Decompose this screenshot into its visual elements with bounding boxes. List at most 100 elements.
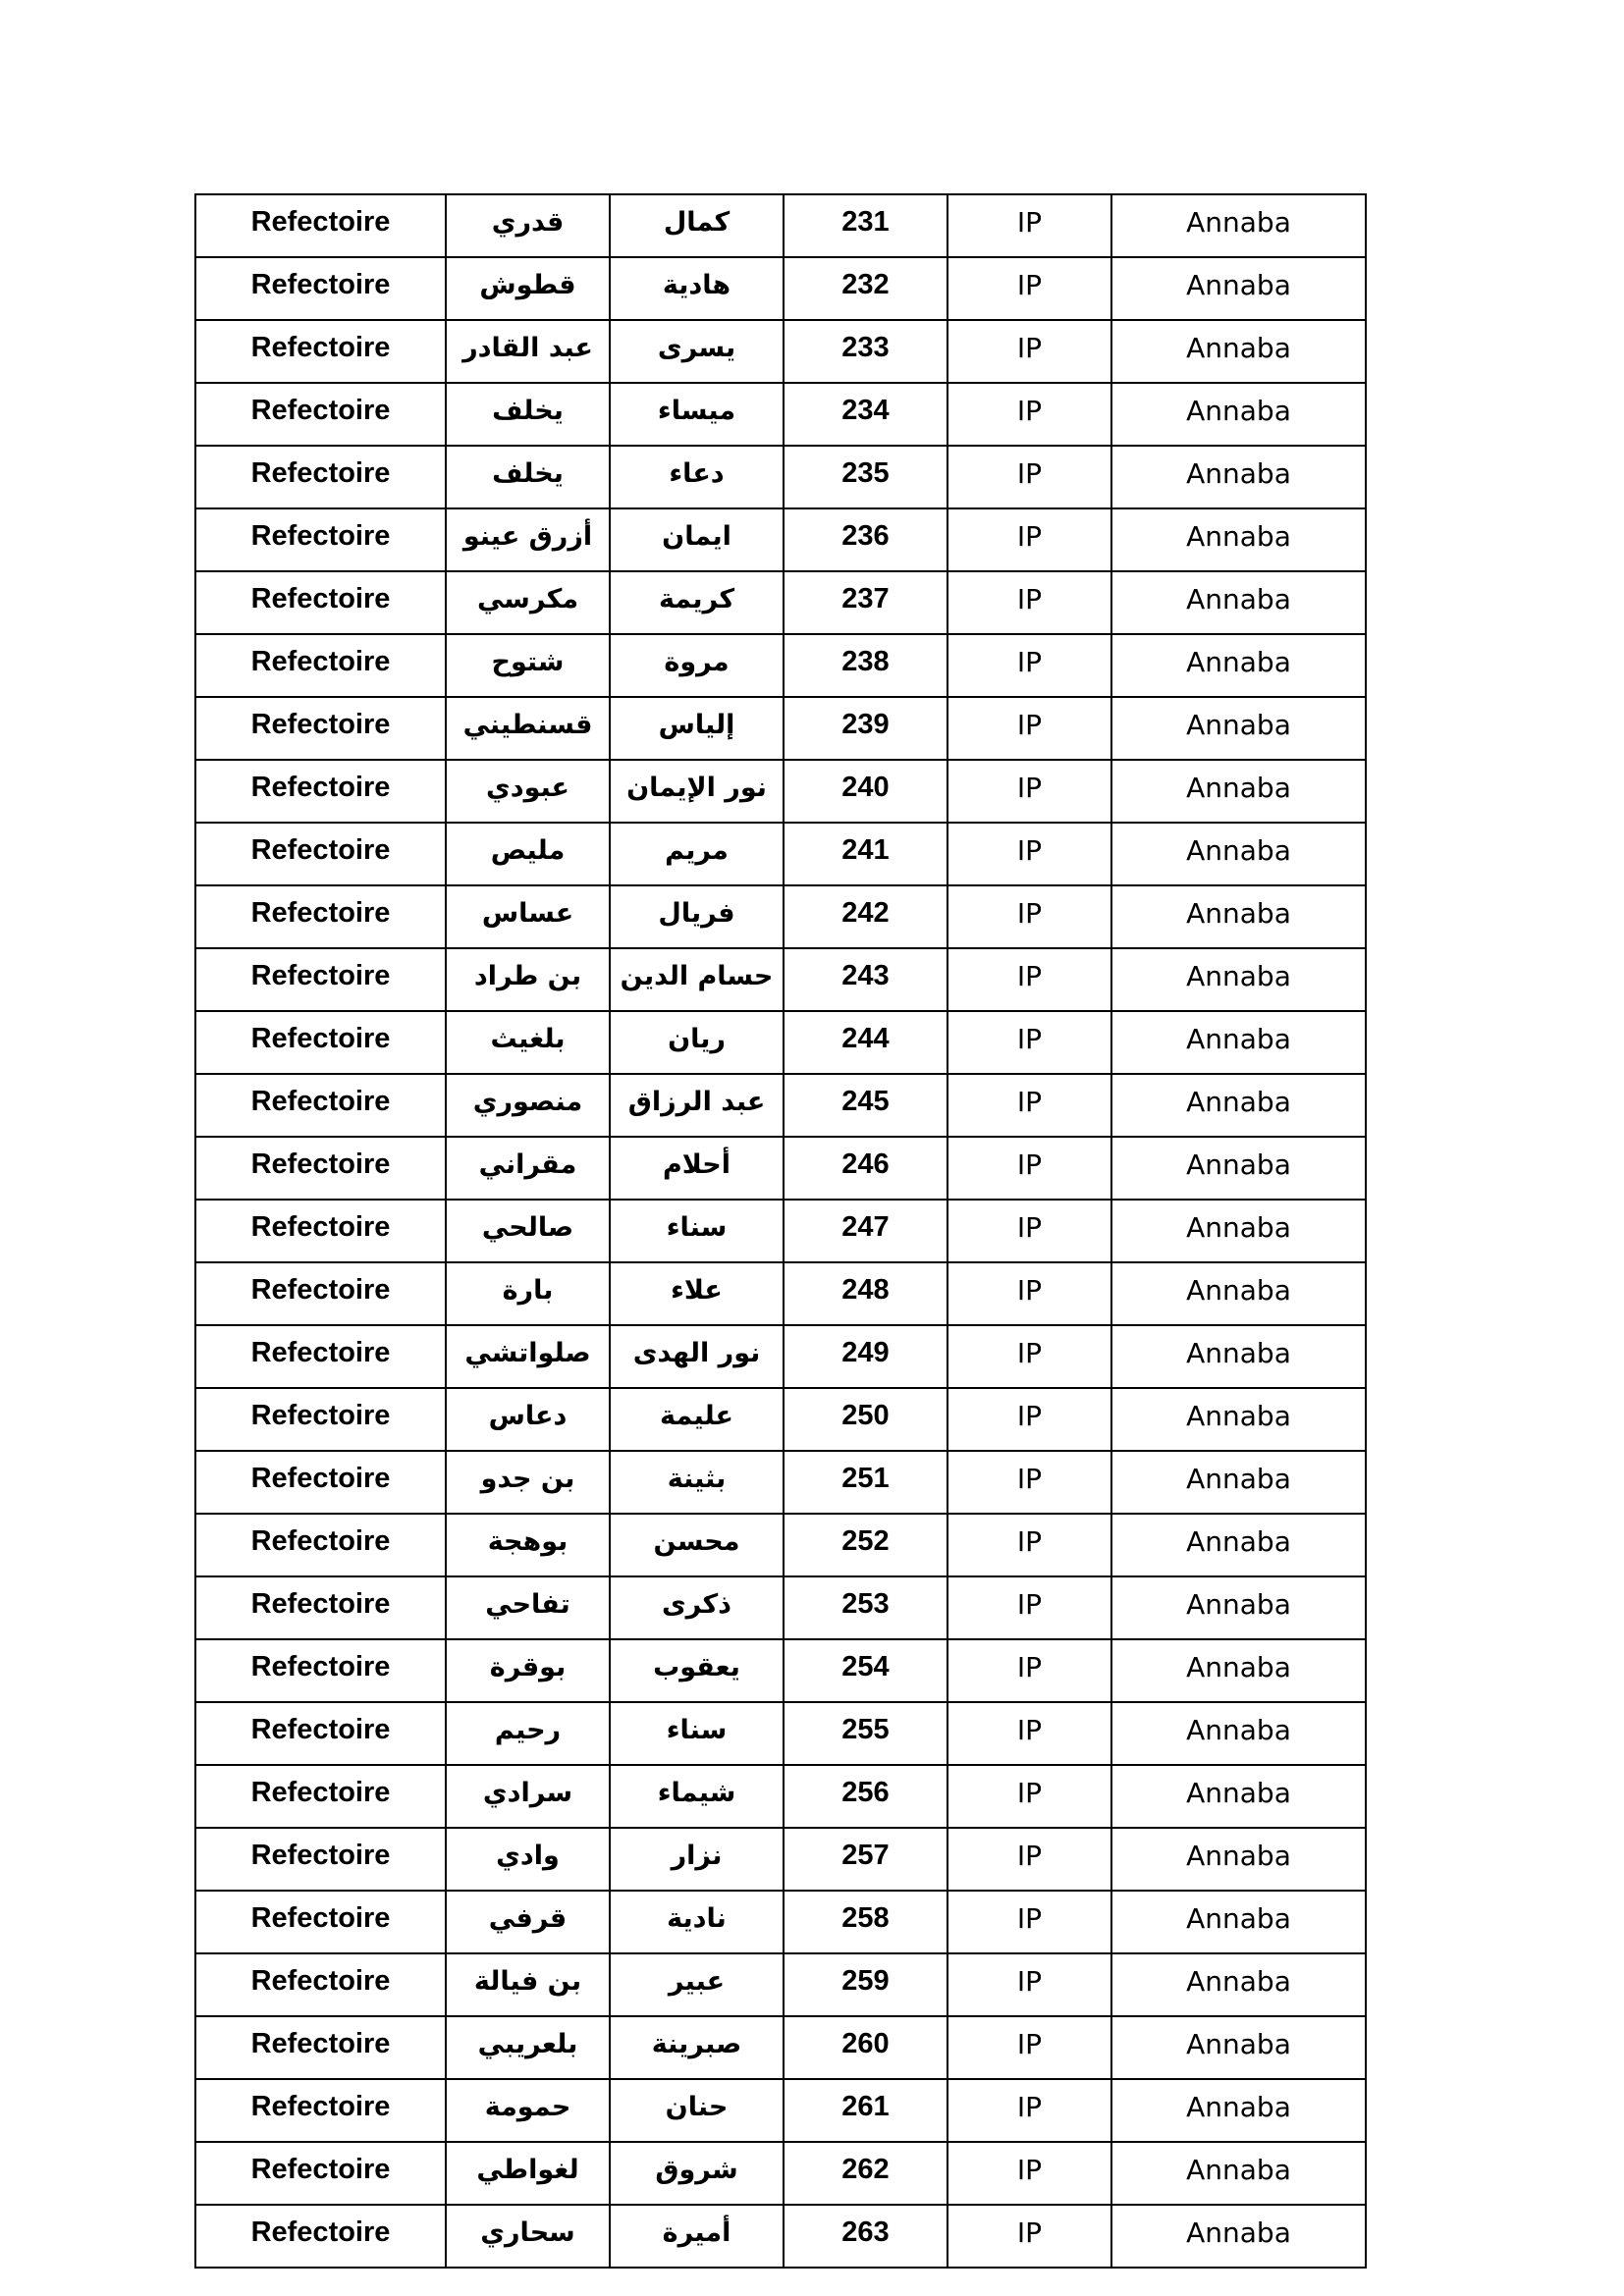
- table-cell: Annaba: [1110, 884, 1367, 949]
- table-cell: Annaba: [1110, 1513, 1367, 1577]
- table-cell: 251: [783, 1450, 948, 1515]
- table-cell: Annaba: [1110, 1010, 1367, 1075]
- table-cell: Annaba: [1110, 2078, 1367, 2143]
- table-row: Refectoire عساس فريال 242 IP Annaba: [194, 884, 1367, 949]
- table-cell: IP: [947, 1764, 1112, 1829]
- table-cell: هادية: [609, 256, 785, 321]
- table-cell: بن فيالة: [445, 1952, 611, 2017]
- table-cell: IP: [947, 633, 1112, 698]
- table-cell: يعقوب: [609, 1638, 785, 1703]
- table-cell: Refectoire: [194, 1827, 447, 1892]
- table-cell: Refectoire: [194, 1324, 447, 1389]
- table-cell: حمومة: [445, 2078, 611, 2143]
- table-cell: Annaba: [1110, 1261, 1367, 1326]
- table-cell: Annaba: [1110, 256, 1367, 321]
- table-cell: Refectoire: [194, 1638, 447, 1703]
- table-cell: 252: [783, 1513, 948, 1577]
- table-cell: 253: [783, 1575, 948, 1640]
- table-cell: بن طراد: [445, 947, 611, 1012]
- table-cell: Refectoire: [194, 884, 447, 949]
- table-cell: Refectoire: [194, 1575, 447, 1640]
- table-cell: Annaba: [1110, 1387, 1367, 1452]
- table-row: Refectoire قطوش هادية 232 IP Annaba: [194, 256, 1367, 321]
- table-cell: Annaba: [1110, 1764, 1367, 1829]
- table-cell: Annaba: [1110, 2141, 1367, 2206]
- table-row: Refectoire عبد القادر يسرى 233 IP Annaba: [194, 319, 1367, 384]
- table-cell: يخلف: [445, 445, 611, 509]
- table-cell: 231: [783, 193, 948, 258]
- table-row: Refectoire دعاس عليمة 250 IP Annaba: [194, 1387, 1367, 1452]
- table-cell: عبد الرزاق: [609, 1073, 785, 1138]
- table-row: Refectoire مليص مريم 241 IP Annaba: [194, 822, 1367, 886]
- table-cell: Annaba: [1110, 1073, 1367, 1138]
- table-cell: IP: [947, 1638, 1112, 1703]
- table-row: Refectoire بلغيث ريان 244 IP Annaba: [194, 1010, 1367, 1075]
- table-cell: IP: [947, 696, 1112, 761]
- table-cell: صبرينة: [609, 2015, 785, 2080]
- table-row: Refectoire سرادي شيماء 256 IP Annaba: [194, 1764, 1367, 1829]
- table-cell: IP: [947, 759, 1112, 824]
- table-row: Refectoire رحيم سناء 255 IP Annaba: [194, 1701, 1367, 1766]
- table-cell: IP: [947, 1199, 1112, 1263]
- table-cell: Annaba: [1110, 382, 1367, 447]
- table-cell: 259: [783, 1952, 948, 2017]
- table-cell: إلياس: [609, 696, 785, 761]
- table-cell: مقراني: [445, 1136, 611, 1201]
- table-cell: IP: [947, 256, 1112, 321]
- table-cell: سناء: [609, 1199, 785, 1263]
- table-cell: Refectoire: [194, 1199, 447, 1263]
- table-cell: Refectoire: [194, 256, 447, 321]
- table-cell: IP: [947, 382, 1112, 447]
- table-cell: منصوري: [445, 1073, 611, 1138]
- table-cell: Refectoire: [194, 193, 447, 258]
- table-cell: رحيم: [445, 1701, 611, 1766]
- table-cell: IP: [947, 1575, 1112, 1640]
- table-row: Refectoire بن طراد حسام الدين 243 IP Annaba: [194, 947, 1367, 1012]
- table-cell: قرفي: [445, 1890, 611, 1954]
- table-cell: IP: [947, 884, 1112, 949]
- table-cell: Refectoire: [194, 2078, 447, 2143]
- table-cell: Refectoire: [194, 1073, 447, 1138]
- table-cell: Annaba: [1110, 1199, 1367, 1263]
- table-cell: لغواطي: [445, 2141, 611, 2206]
- table-cell: بارة: [445, 1261, 611, 1326]
- table-row: Refectoire قسنطيني إلياس 239 IP Annaba: [194, 696, 1367, 761]
- table-cell: Annaba: [1110, 947, 1367, 1012]
- table-cell: وادي: [445, 1827, 611, 1892]
- table-cell: ذكرى: [609, 1575, 785, 1640]
- table-cell: 235: [783, 445, 948, 509]
- table-cell: Refectoire: [194, 1450, 447, 1515]
- table-cell: أحلام: [609, 1136, 785, 1201]
- table-cell: قطوش: [445, 256, 611, 321]
- table-cell: IP: [947, 2204, 1112, 2269]
- table-cell: سناء: [609, 1701, 785, 1766]
- table-cell: Annaba: [1110, 1324, 1367, 1389]
- table-cell: نزار: [609, 1827, 785, 1892]
- table-cell: 236: [783, 507, 948, 572]
- table-cell: 243: [783, 947, 948, 1012]
- table-cell: مريم: [609, 822, 785, 886]
- table-row: Refectoire بوقرة يعقوب 254 IP Annaba: [194, 1638, 1367, 1703]
- table-cell: IP: [947, 1387, 1112, 1452]
- table-cell: Refectoire: [194, 382, 447, 447]
- table-row: Refectoire حمومة حنان 261 IP Annaba: [194, 2078, 1367, 2143]
- table-row: Refectoire بن فيالة عبير 259 IP Annaba: [194, 1952, 1367, 2017]
- table-cell: عليمة: [609, 1387, 785, 1452]
- table-cell: نور الإيمان: [609, 759, 785, 824]
- table-cell: 248: [783, 1261, 948, 1326]
- table-cell: Refectoire: [194, 1890, 447, 1954]
- table-row: Refectoire بلعريبي صبرينة 260 IP Annaba: [194, 2015, 1367, 2080]
- table-cell: مليص: [445, 822, 611, 886]
- table-row: Refectoire عبودي نور الإيمان 240 IP Annaba: [194, 759, 1367, 824]
- table-cell: Refectoire: [194, 1010, 447, 1075]
- table-cell: Annaba: [1110, 2015, 1367, 2080]
- table-cell: سحاري: [445, 2204, 611, 2269]
- table-cell: عساس: [445, 884, 611, 949]
- table-cell: Refectoire: [194, 947, 447, 1012]
- table-cell: Annaba: [1110, 445, 1367, 509]
- table-row: Refectoire وادي نزار 257 IP Annaba: [194, 1827, 1367, 1892]
- table-body: Refectoire قدري كمال 231 IP Annaba Refectoire ق…: [194, 193, 1367, 2269]
- table-cell: 245: [783, 1073, 948, 1138]
- table-cell: أميرة: [609, 2204, 785, 2269]
- table-cell: Annaba: [1110, 633, 1367, 698]
